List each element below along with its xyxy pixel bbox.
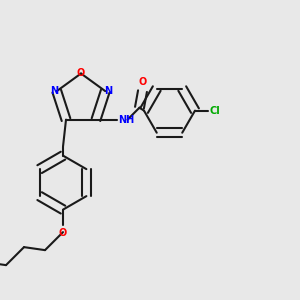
Text: O: O <box>138 76 147 87</box>
Text: NH: NH <box>118 115 135 124</box>
Text: N: N <box>50 86 58 96</box>
Text: O: O <box>59 228 67 238</box>
Text: N: N <box>104 86 112 96</box>
Text: Cl: Cl <box>210 106 221 116</box>
Text: O: O <box>77 68 85 79</box>
